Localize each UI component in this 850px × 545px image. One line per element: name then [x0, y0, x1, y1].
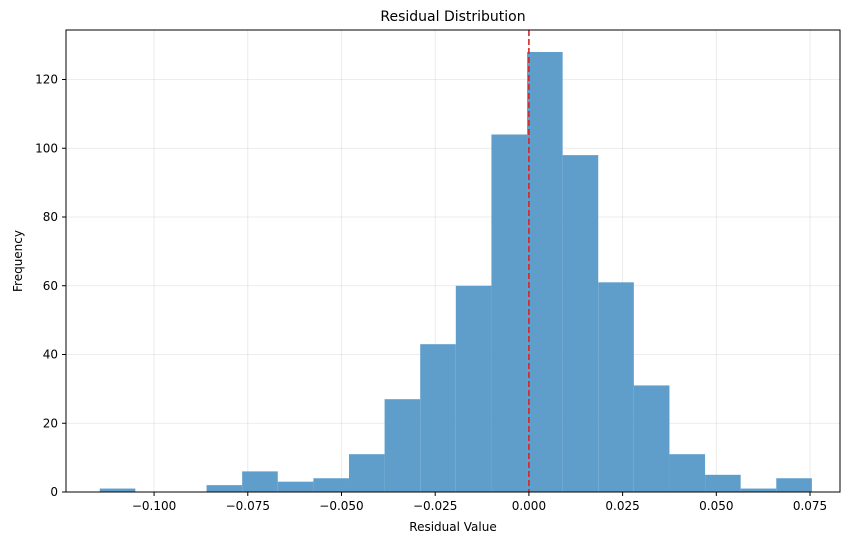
histogram-bar-5 [277, 481, 314, 492]
x-axis-ticks: −0.100 −0.075 −0.050 −0.025 0.000 0.025 0.050 0… [132, 492, 827, 513]
histogram-bar-7 [348, 454, 385, 492]
y-tick-label-0: 0 [50, 485, 58, 499]
y-tick-label-3: 60 [43, 279, 58, 293]
histogram-bar-19 [776, 478, 812, 492]
x-tick-label-4: 0.000 [512, 499, 546, 513]
histogram-bar-12 [527, 52, 563, 492]
y-tick-label-2: 40 [43, 348, 58, 362]
histogram-bar-6 [313, 478, 349, 492]
y-axis-ticks: 0 20 40 60 80 100 120 [35, 73, 66, 499]
histogram-bar-4 [242, 471, 278, 492]
histogram-bar-8 [384, 399, 421, 492]
histogram-bar-15 [633, 385, 670, 492]
y-tick-label-5: 100 [35, 141, 58, 155]
plot-frame [65, 29, 841, 493]
chart-title: Residual Distribution [380, 9, 525, 25]
x-tick-label-5: 0.025 [605, 499, 639, 513]
y-tick-label-1: 20 [43, 416, 58, 430]
histogram-bar-10 [455, 285, 492, 492]
y-tick-label-4: 80 [43, 210, 58, 224]
x-tick-label-1: −0.075 [226, 499, 270, 513]
grid-lines [66, 30, 840, 493]
histogram-bar-14 [598, 282, 634, 492]
histogram-bar-16 [669, 454, 706, 492]
y-tick-label-6: 120 [35, 73, 58, 87]
histogram-bar-17 [705, 474, 741, 492]
histogram-bars [99, 52, 812, 492]
histogram-bar-18 [740, 488, 777, 492]
x-tick-label-2: −0.050 [319, 499, 363, 513]
histogram-bar-0 [99, 488, 136, 492]
x-tick-label-0: −0.100 [132, 499, 176, 513]
x-tick-label-6: 0.050 [699, 499, 733, 513]
x-tick-label-7: 0.075 [793, 499, 827, 513]
histogram-bar-13 [562, 155, 599, 492]
histogram-bar-3 [206, 485, 243, 492]
histogram-bar-9 [420, 344, 456, 492]
y-axis-label: Frequency [11, 230, 25, 292]
x-axis-label: Residual Value [409, 520, 496, 534]
histogram-bar-11 [491, 134, 528, 492]
x-tick-label-3: −0.025 [413, 499, 457, 513]
